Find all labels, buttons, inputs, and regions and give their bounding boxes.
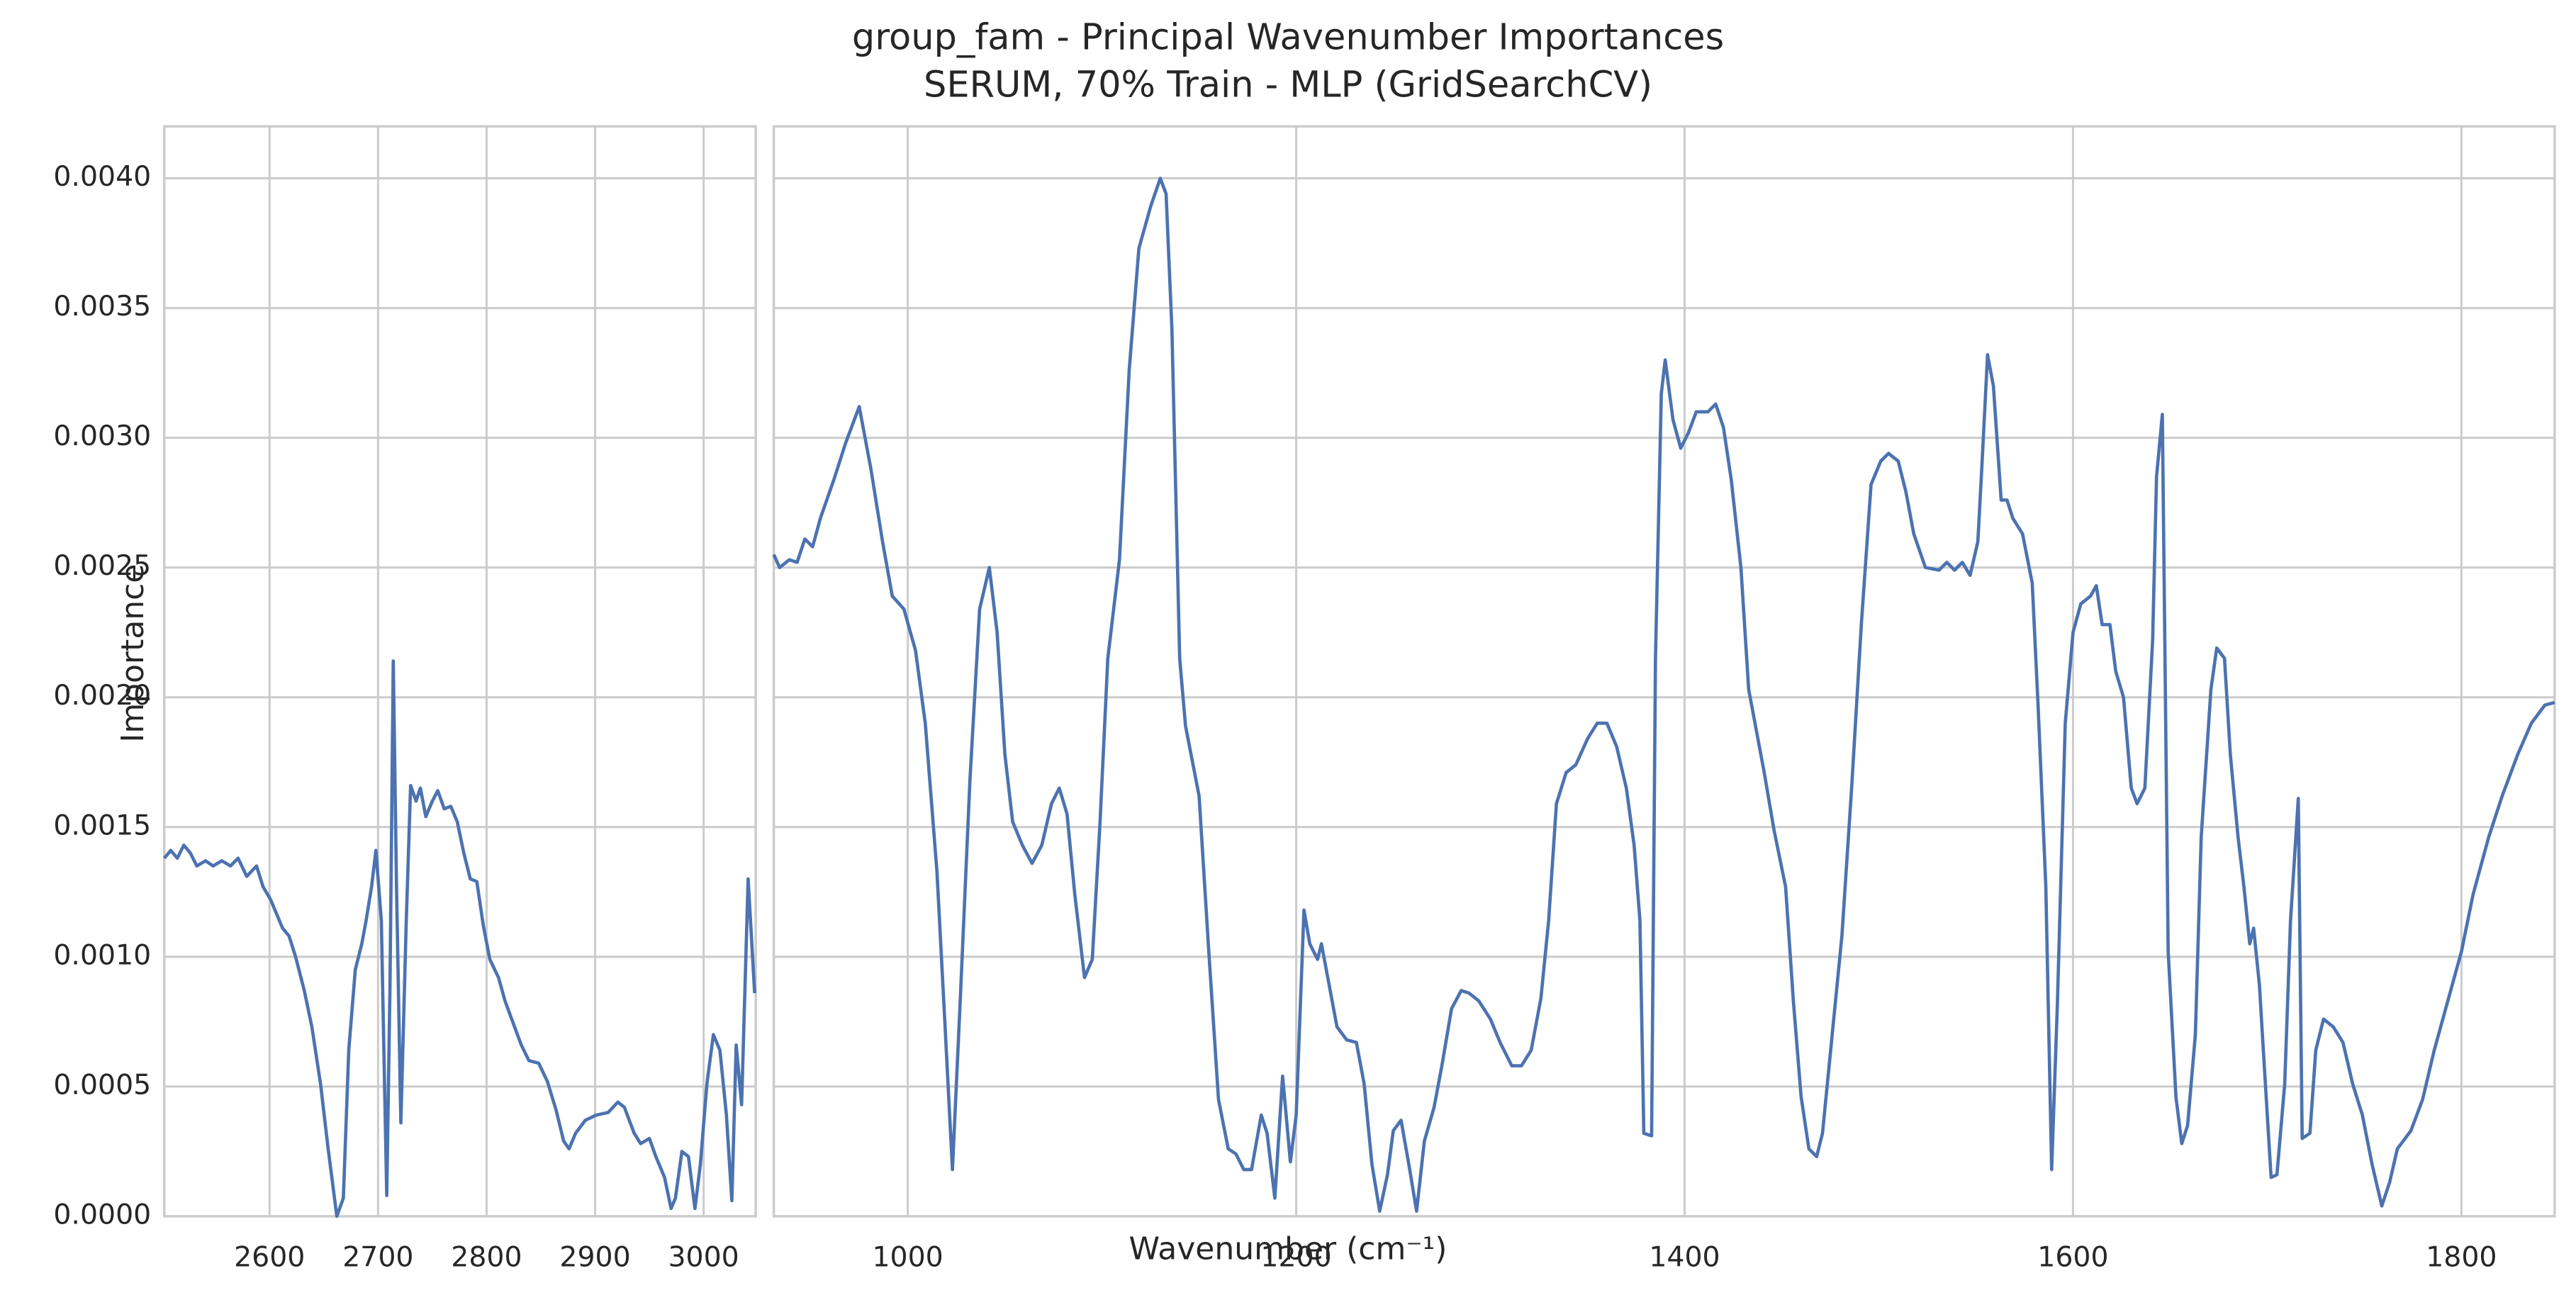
y-tick-label: 0.0015 [53,809,151,841]
x-tick-label: 3000 [668,1241,739,1274]
chart-subtitle: SERUM, 70% Train - MLP (GridSearchCV) [924,65,1652,106]
chart-title: group_fam - Principal Wavenumber Importa… [852,17,1724,59]
y-axis-label: Importance [115,564,151,743]
x-tick-label: 1000 [872,1241,943,1274]
y-tick-label: 0.0030 [53,420,151,452]
x-tick-label: 2700 [342,1241,413,1274]
y-tick-label: 0.0040 [53,160,151,193]
data-line [772,176,2555,1213]
y-tick-label: 0.0035 [53,290,151,323]
y-tick-label: 0.0000 [53,1198,151,1231]
plot-frame [772,125,2556,1218]
y-tick-label: 0.0010 [53,938,151,971]
x-tick-label: 2800 [451,1241,522,1274]
x-tick-label: 1400 [1649,1241,1720,1274]
x-axis-label: Wavenumber (cm⁻¹) [1129,1231,1447,1267]
x-tick-label: 1200 [1260,1241,1331,1274]
y-tick-label: 0.0025 [53,549,151,582]
y-tick-label: 0.0005 [53,1068,151,1101]
x-tick-label: 2600 [234,1241,305,1274]
y-tick-label: 0.0020 [53,679,151,712]
x-tick-label: 1600 [2037,1241,2108,1274]
x-tick-label: 1800 [2426,1241,2497,1274]
plot-frame [163,125,757,1218]
x-tick-label: 2900 [559,1241,630,1274]
data-line [162,659,756,1218]
